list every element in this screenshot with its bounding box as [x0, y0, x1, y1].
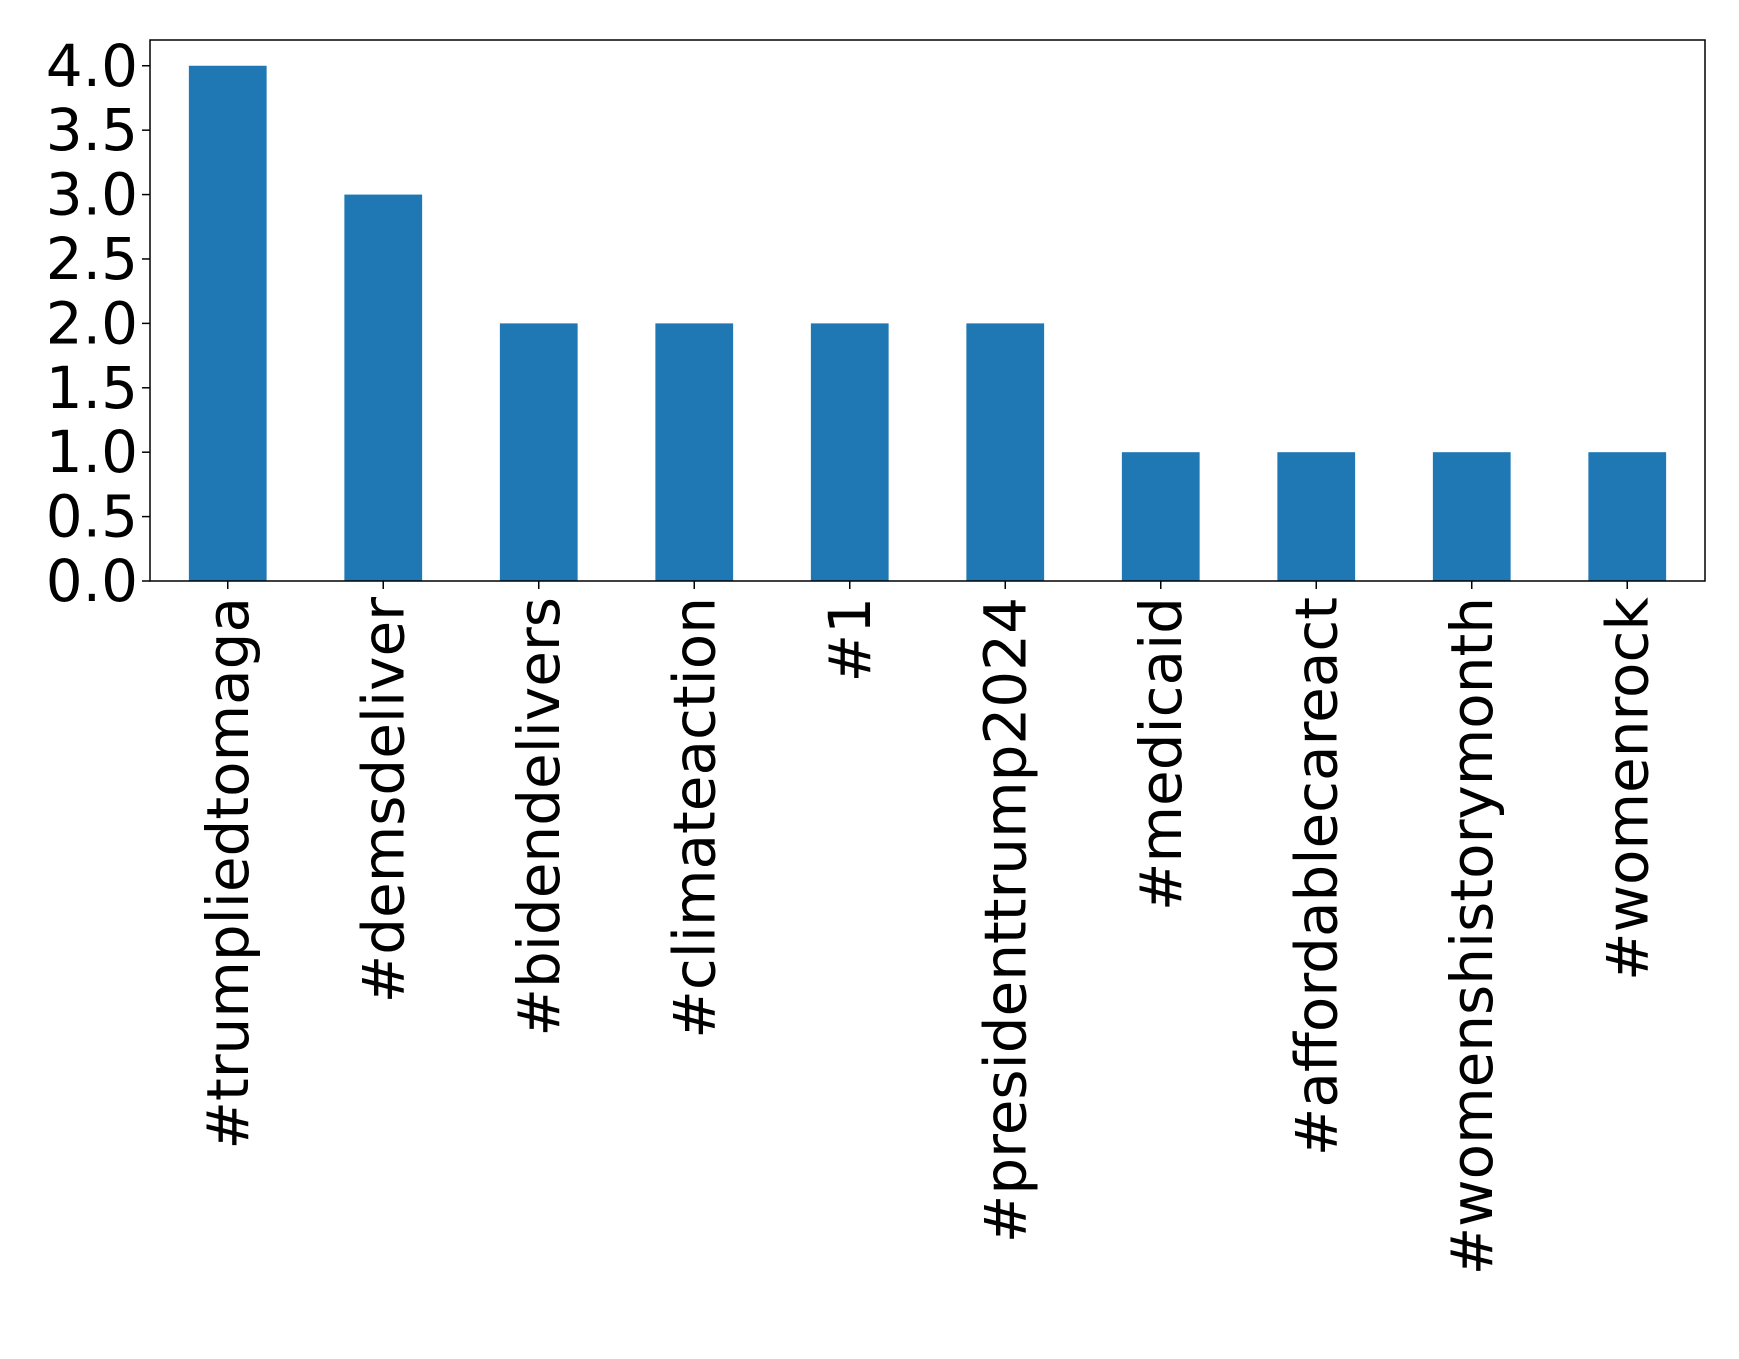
bar-5	[966, 323, 1045, 581]
y-tick-label-8: 4.0	[46, 32, 138, 100]
y-tick-label-1: 0.5	[46, 483, 138, 551]
y-tick-label-4: 2.0	[46, 289, 138, 357]
x-tick-label-4: #1	[816, 597, 884, 683]
x-tick-label-6: #medicaid	[1127, 597, 1195, 911]
bar-6	[1121, 452, 1200, 581]
bar-2	[499, 323, 578, 581]
y-tick-label-0: 0.0	[46, 547, 138, 615]
x-tick-label-1: #demsdeliver	[349, 597, 417, 1004]
x-tick-label-0: #trumpliedtomaga	[194, 597, 262, 1150]
bar-3	[655, 323, 734, 581]
x-tick-label-8: #womenshistorymonth	[1438, 597, 1506, 1275]
y-tick-label-3: 1.5	[46, 354, 138, 422]
plot-frame	[149, 39, 1706, 582]
bar-4	[810, 323, 889, 581]
y-tick-label-7: 3.5	[46, 96, 138, 164]
x-tick-label-7: #affordablecareact	[1282, 597, 1350, 1156]
y-tick-label-2: 1.0	[46, 418, 138, 486]
x-tick-label-3: #climateaction	[660, 597, 728, 1039]
bars-layer	[188, 65, 1667, 582]
x-axis: #trumpliedtomaga #demsdeliver #bidendelive…	[194, 581, 1661, 1275]
y-tick-label-6: 3.0	[46, 161, 138, 229]
x-tick-label-5: #presidenttrump2024	[971, 597, 1039, 1243]
bar-9	[1588, 452, 1667, 581]
y-axis: 0.00.51.01.52.02.53.03.54.0	[46, 32, 150, 615]
bar-8	[1432, 452, 1511, 581]
bar-1	[344, 194, 423, 582]
bar-7	[1277, 452, 1356, 581]
x-tick-label-2: #bidendelivers	[505, 597, 573, 1037]
x-tick-label-9: #womenrock	[1593, 597, 1661, 981]
bar-0	[188, 65, 267, 581]
y-tick-label-5: 2.5	[46, 225, 138, 293]
